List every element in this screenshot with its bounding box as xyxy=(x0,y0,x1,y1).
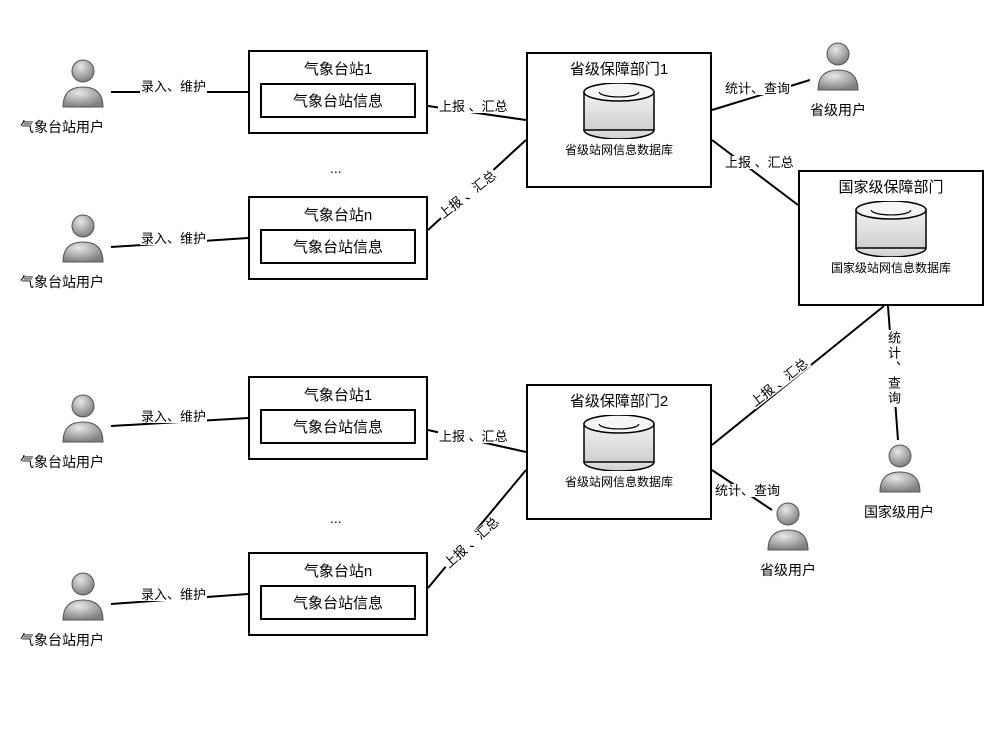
edge xyxy=(712,140,798,205)
edge-label: 统计、查询 xyxy=(724,82,791,95)
station-inner: 气象台站信息 xyxy=(260,585,416,620)
dept-caption: 国家级站网信息数据库 xyxy=(800,259,982,280)
edge-label: 录入、维护 xyxy=(140,232,207,245)
user-label: 国家级用户 xyxy=(864,502,934,522)
edge-label: 上报 、汇总 xyxy=(438,100,509,113)
dept-title: 省级保障部门2 xyxy=(528,386,710,411)
station-box: 气象台站n 气象台站信息 xyxy=(248,196,428,280)
edge-label: 上报 、汇总 xyxy=(441,514,502,571)
user-icon xyxy=(55,210,111,266)
edge-label: 录入、维护 xyxy=(140,588,207,601)
dept-title: 省级保障部门1 xyxy=(528,54,710,79)
provincial-dept-box: 省级保障部门1 省级站网信息数据库 xyxy=(526,52,712,188)
user-icon xyxy=(55,568,111,624)
user-label: 省级用户 xyxy=(760,560,816,580)
dept-title: 国家级保障部门 xyxy=(800,172,982,197)
edge-label: 上报 、汇总 xyxy=(747,356,811,410)
station-user xyxy=(55,568,111,638)
user-label: 气象台站用户 xyxy=(20,452,104,472)
national-dept-box: 国家级保障部门 国家级站网信息数据库 xyxy=(798,170,984,306)
station-inner: 气象台站信息 xyxy=(260,409,416,444)
edge-label: 上报 、汇总 xyxy=(435,168,499,222)
station-inner: 气象台站信息 xyxy=(260,229,416,264)
user-icon xyxy=(760,498,816,554)
national-user xyxy=(872,440,928,510)
ellipsis: ... xyxy=(330,160,342,176)
station-inner: 气象台站信息 xyxy=(260,83,416,118)
user-icon xyxy=(55,55,111,111)
user-icon xyxy=(872,440,928,496)
database-icon xyxy=(528,411,710,473)
user-icon xyxy=(810,38,866,94)
station-box: 气象台站n 气象台站信息 xyxy=(248,552,428,636)
station-title: 气象台站n xyxy=(250,554,426,581)
provincial-dept-box: 省级保障部门2 省级站网信息数据库 xyxy=(526,384,712,520)
edge-label: 统计、查询 xyxy=(884,330,903,407)
station-title: 气象台站n xyxy=(250,198,426,225)
dept-caption: 省级站网信息数据库 xyxy=(528,473,710,494)
database-icon xyxy=(528,79,710,141)
user-icon xyxy=(55,390,111,446)
ellipsis: ... xyxy=(330,510,342,526)
station-box: 气象台站1 气象台站信息 xyxy=(248,376,428,460)
station-user xyxy=(55,390,111,460)
edge-label: 录入、维护 xyxy=(140,410,207,423)
edge-label: 上报 、汇总 xyxy=(724,156,795,169)
edge-label: 上报 、汇总 xyxy=(438,430,509,443)
database-icon xyxy=(800,197,982,259)
edge-label: 统计、查询 xyxy=(714,484,781,497)
provincial-user xyxy=(810,38,866,108)
station-user xyxy=(55,210,111,280)
station-title: 气象台站1 xyxy=(250,378,426,405)
user-label: 气象台站用户 xyxy=(20,272,104,292)
user-label: 省级用户 xyxy=(810,100,866,120)
dept-caption: 省级站网信息数据库 xyxy=(528,141,710,162)
user-label: 气象台站用户 xyxy=(20,630,104,650)
station-box: 气象台站1 气象台站信息 xyxy=(248,50,428,134)
provincial-user xyxy=(760,498,816,568)
station-title: 气象台站1 xyxy=(250,52,426,79)
station-user xyxy=(55,55,111,125)
edge-label: 录入、维护 xyxy=(140,80,207,93)
user-label: 气象台站用户 xyxy=(20,117,104,137)
